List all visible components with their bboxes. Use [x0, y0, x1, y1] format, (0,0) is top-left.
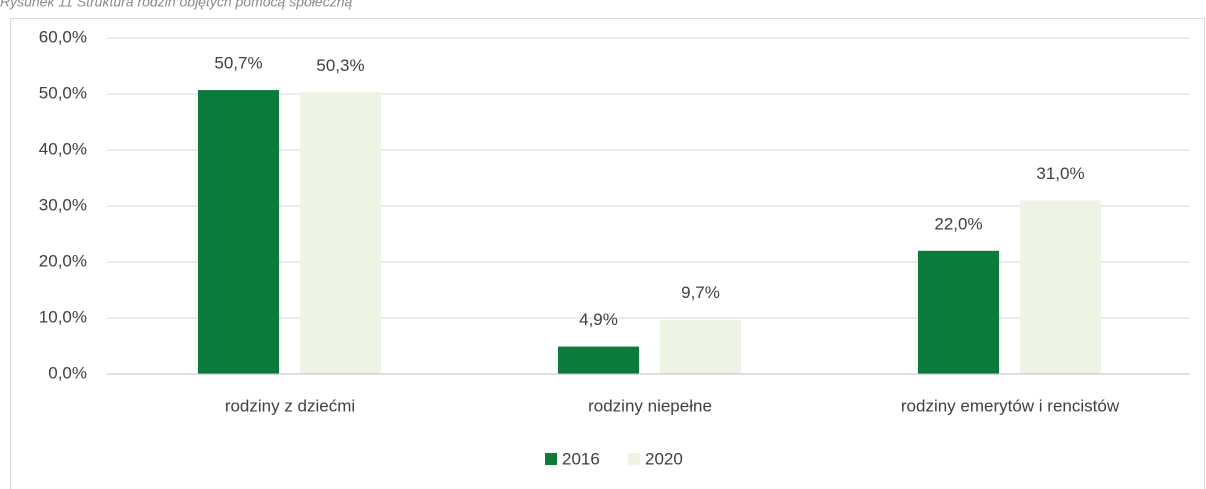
data-label: 4,9%	[579, 310, 618, 329]
bar	[660, 319, 741, 374]
legend-swatch	[628, 453, 640, 465]
y-tick-label: 60,0%	[39, 27, 87, 46]
x-tick-label: rodziny z dziećmi	[225, 396, 355, 415]
x-tick-label: rodziny emerytów i rencistów	[901, 396, 1120, 415]
y-tick-label: 30,0%	[39, 195, 87, 214]
legend-label: 2016	[562, 449, 600, 468]
y-tick-label: 50,0%	[39, 83, 87, 102]
data-label: 50,3%	[316, 56, 364, 75]
x-tick-label: rodziny niepełne	[588, 396, 712, 415]
chart-title: Rysunek 11 Struktura rodzin objętych pom…	[0, 0, 352, 10]
bar	[918, 250, 999, 374]
y-tick-label: 20,0%	[39, 251, 87, 270]
data-label: 22,0%	[934, 214, 982, 233]
legend-label: 2020	[645, 449, 683, 468]
bar	[198, 90, 279, 374]
y-tick-label: 0,0%	[48, 363, 87, 382]
legend-swatch	[545, 453, 557, 465]
data-label: 9,7%	[681, 283, 720, 302]
data-label: 50,7%	[214, 54, 262, 73]
y-tick-label: 40,0%	[39, 139, 87, 158]
y-tick-label: 10,0%	[39, 307, 87, 326]
bar	[300, 92, 381, 374]
bar	[558, 346, 639, 374]
data-label: 31,0%	[1036, 164, 1084, 183]
bar	[1020, 200, 1101, 374]
